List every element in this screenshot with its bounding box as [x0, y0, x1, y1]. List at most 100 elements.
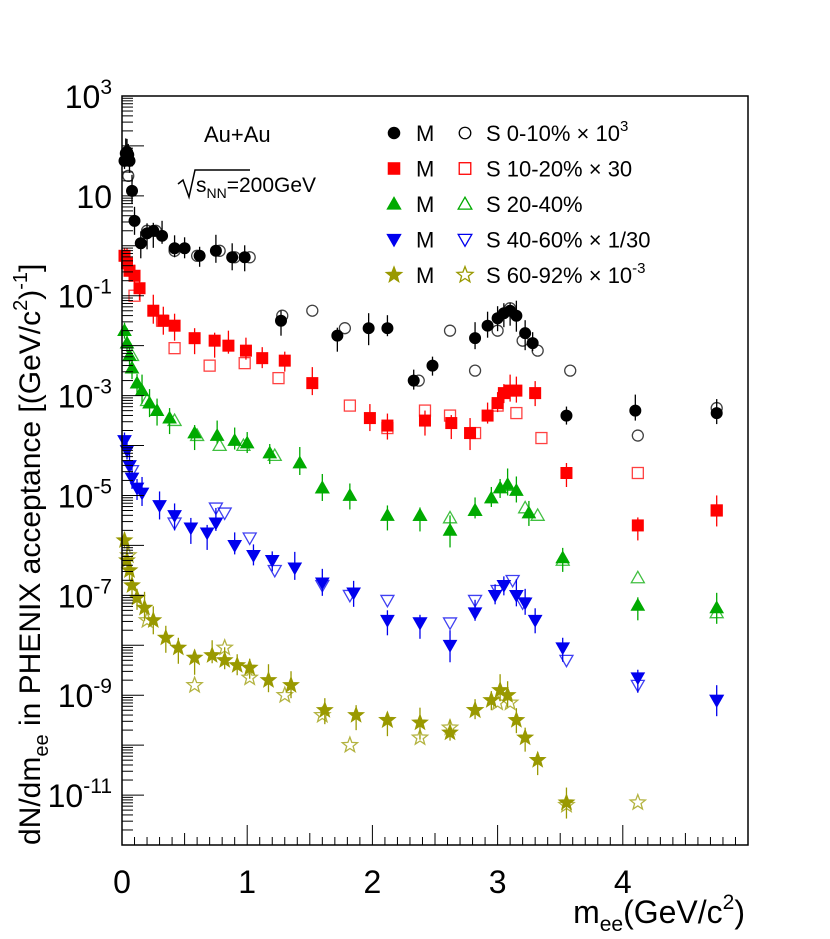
data-point-open — [189, 427, 205, 442]
data-point-solid — [215, 650, 234, 668]
data-point-open — [190, 249, 204, 262]
data-point-solid — [342, 487, 358, 501]
data-point-open — [228, 251, 241, 264]
data-point-open — [314, 480, 330, 494]
series-1 — [118, 247, 723, 541]
data-point-solid — [560, 466, 573, 479]
data-point-solid — [483, 490, 499, 504]
data-point-solid — [555, 642, 571, 656]
data-point-solid — [264, 555, 280, 568]
data-point-solid — [557, 793, 576, 811]
data-point-open — [505, 574, 521, 589]
data-point-solid — [469, 332, 482, 345]
data-point-open — [342, 589, 358, 604]
data-point-solid — [519, 327, 532, 340]
legend-marker-solid — [386, 196, 402, 210]
data-point-solid — [169, 638, 188, 656]
data-point-solid — [331, 329, 344, 342]
data-point-solid — [222, 339, 235, 352]
x-axis-ticks: 0 1 2 3 4 — [113, 825, 749, 900]
annotation-energy: sNN=200GeV — [177, 169, 316, 201]
data-point-open — [412, 507, 428, 521]
data-point-solid — [129, 375, 145, 389]
data-point-solid — [631, 519, 644, 532]
data-point-open — [465, 700, 485, 719]
data-point-solid — [124, 472, 140, 486]
data-point-solid — [156, 628, 175, 646]
data-point-open — [378, 710, 397, 729]
data-point-open — [418, 404, 432, 417]
data-point-solid — [128, 269, 141, 282]
x-axis-title: mee(GeV/c2) — [573, 891, 745, 936]
legend-label-m: M — [416, 263, 434, 288]
data-point-solid — [347, 705, 366, 723]
data-point-open — [443, 409, 457, 422]
x-tick-label: 4 — [614, 864, 632, 900]
data-point-solid — [292, 455, 308, 469]
y-tick-label: 10-3 — [58, 376, 112, 415]
data-point-solid — [227, 433, 243, 446]
data-point-solid — [442, 522, 458, 536]
legend-marker-open — [458, 162, 472, 175]
data-point-open — [272, 371, 285, 385]
series-2 — [117, 322, 725, 624]
svg-text:sNN=200GeV: sNN=200GeV — [196, 174, 316, 201]
data-point-solid — [445, 417, 458, 430]
data-point-solid — [126, 184, 139, 197]
legend-marker-open — [455, 264, 475, 284]
data-point-open — [412, 617, 428, 631]
annotation-system: Au+Au — [204, 122, 271, 147]
data-point-solid — [227, 540, 243, 553]
data-point-open — [489, 584, 506, 599]
data-point-solid — [259, 670, 278, 688]
data-point-solid — [282, 675, 300, 693]
data-point-open — [203, 359, 216, 372]
data-point-open — [166, 412, 183, 427]
legend-label: S 40-60% × 1/30 — [486, 228, 651, 253]
data-point-open — [314, 579, 330, 594]
data-point-solid — [629, 404, 642, 417]
data-point-solid — [441, 723, 459, 741]
data-point-open — [467, 502, 483, 516]
data-point-open — [338, 322, 352, 335]
series-3 — [117, 432, 725, 717]
legend-marker-open — [457, 233, 473, 248]
data-point-solid — [306, 377, 319, 390]
data-point-open — [381, 421, 394, 435]
data-point-solid — [418, 414, 431, 427]
data-point-open — [168, 342, 181, 355]
data-point-open — [212, 437, 228, 452]
data-point-solid — [381, 322, 394, 335]
data-point-solid — [208, 517, 224, 531]
data-point-solid — [363, 412, 376, 425]
data-point-solid — [442, 639, 458, 653]
data-point-open — [630, 679, 646, 694]
data-point-solid — [481, 409, 494, 422]
data-point-solid — [491, 680, 510, 698]
data-point-open — [217, 507, 233, 521]
data-point-solid — [491, 397, 504, 410]
data-point-open — [213, 244, 226, 257]
legend-marker-open — [457, 195, 473, 210]
sqrt-sign-icon — [177, 169, 250, 200]
data-point-open — [491, 399, 504, 412]
data-point-open — [555, 552, 571, 566]
data-point-solid — [115, 530, 134, 549]
data-point-solid — [527, 614, 543, 628]
data-point-solid — [380, 507, 395, 521]
data-point-open — [500, 692, 520, 711]
data-point-solid — [560, 409, 573, 422]
data-point-solid — [411, 713, 429, 731]
data-point-solid — [168, 319, 181, 332]
data-point-open — [149, 224, 162, 237]
data-point-solid — [509, 589, 524, 603]
data-point-solid — [287, 562, 303, 576]
data-point-solid — [135, 598, 154, 616]
data-point-open — [515, 597, 531, 611]
legend-label-m: M — [416, 157, 434, 182]
legend-marker-solid — [387, 126, 401, 140]
data-point-solid — [246, 550, 261, 563]
legend-label: S 20-40% — [486, 192, 583, 217]
series-4 — [115, 530, 648, 819]
